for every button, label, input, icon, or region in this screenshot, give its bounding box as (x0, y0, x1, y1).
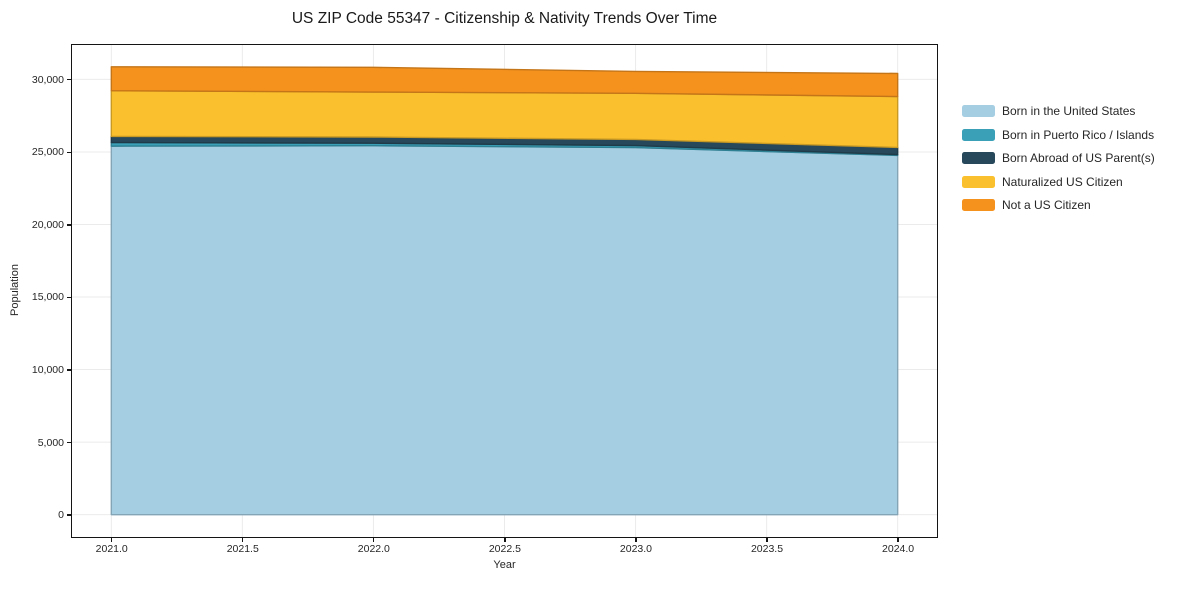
y-tick-mark (66, 514, 71, 516)
y-tick-label: 0 (58, 509, 64, 522)
legend-item: Not a US Citizen (962, 195, 1091, 215)
x-tick-label: 2022.0 (357, 543, 390, 555)
stacked-area-chart (72, 45, 937, 537)
legend-swatch (962, 128, 995, 141)
legend-item: Born in the United States (962, 101, 1135, 121)
x-tick-label: 2024.0 (882, 543, 915, 555)
y-tick-label: 5,000 (37, 436, 64, 449)
y-tick-mark (66, 79, 71, 81)
y-tick-label: 10,000 (31, 363, 64, 376)
y-tick-mark (66, 224, 71, 226)
x-tick-mark (504, 537, 506, 542)
x-tick-mark (766, 537, 768, 542)
x-tick-label: 2023.0 (619, 543, 653, 555)
y-tick-label: 30,000 (31, 73, 64, 86)
legend-item: Born in Puerto Rico / Islands (962, 125, 1154, 145)
y-tick-label: 25,000 (31, 146, 64, 159)
area-layer (110, 66, 899, 98)
legend-label: Not a US Citizen (1002, 198, 1091, 212)
plot-area (71, 44, 938, 538)
y-tick-label: 20,000 (31, 218, 64, 231)
chart-title: US ZIP Code 55347 - Citizenship & Nativi… (291, 10, 718, 27)
legend-label: Naturalized US Citizen (1002, 174, 1123, 189)
legend-swatch (962, 105, 995, 117)
legend-swatch (962, 199, 995, 211)
x-tick-label: 2021.5 (226, 543, 259, 555)
y-tick-mark (66, 151, 71, 153)
y-tick-mark (66, 369, 71, 371)
legend-label: Born in the United States (1002, 104, 1136, 118)
x-tick-mark (373, 537, 375, 542)
x-tick-label: 2021.0 (95, 543, 128, 555)
legend-swatch (962, 175, 995, 188)
area-layer (110, 145, 899, 516)
y-tick-mark (66, 296, 71, 299)
legend-item: Born Abroad of US Parent(s) (962, 148, 1155, 168)
x-tick-label: 2023.5 (750, 543, 784, 555)
legend-swatch (962, 152, 995, 164)
legend-item: Naturalized US Citizen (962, 172, 1123, 192)
x-tick-mark (635, 537, 637, 542)
x-tick-mark (111, 537, 113, 542)
x-tick-label: 2022.5 (488, 543, 521, 555)
legend-label: Born Abroad of US Parent(s) (1002, 151, 1155, 165)
y-tick-label: 15,000 (31, 291, 64, 304)
legend-label: Born in Puerto Rico / Islands (1002, 127, 1155, 142)
x-tick-mark (242, 537, 244, 542)
y-tick-mark (66, 441, 71, 444)
x-axis-label: Year (493, 559, 516, 571)
x-tick-mark (897, 537, 899, 542)
